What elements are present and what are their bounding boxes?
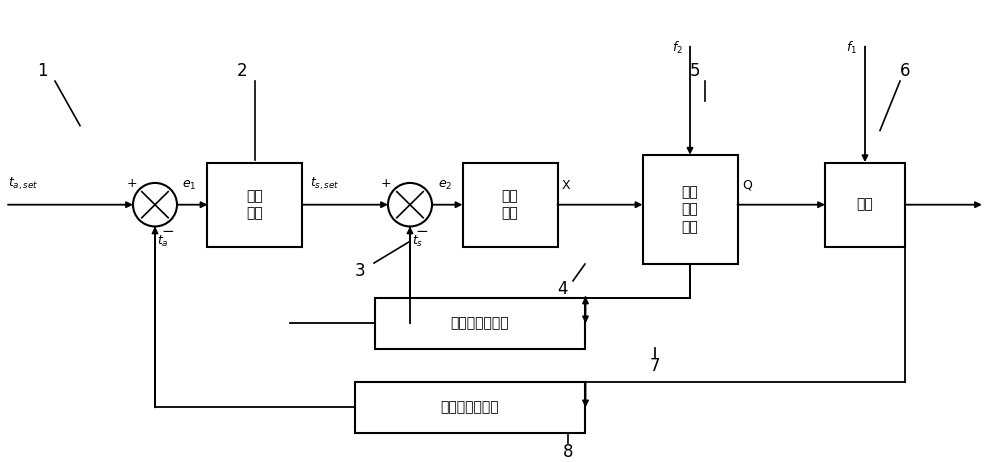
Text: 主调
节器: 主调 节器 [247,189,263,220]
Text: $t_{a}$: $t_{a}$ [157,234,169,249]
Text: $f_2$: $f_2$ [672,40,684,56]
Text: +: + [127,177,137,190]
Text: 6: 6 [900,62,910,80]
Text: 4: 4 [557,280,567,298]
Bar [375,298,585,349]
Text: −: − [162,225,174,239]
Text: Q: Q [742,179,752,192]
Text: 1: 1 [37,62,47,80]
Text: 送风温度传感器: 送风温度传感器 [451,316,509,330]
Text: −: − [416,225,428,239]
Circle shape [133,183,177,226]
Text: X: X [562,179,571,192]
Text: 7: 7 [650,357,660,375]
Text: $t_{a,set}$: $t_{a,set}$ [8,176,38,192]
Bar [207,163,302,247]
Text: 5: 5 [690,62,700,80]
Text: $t_{s,set}$: $t_{s,set}$ [310,176,340,192]
Text: $t_{s}$: $t_{s}$ [412,234,423,249]
Bar [643,155,738,264]
Circle shape [388,183,432,226]
Text: $f_1$: $f_1$ [846,40,858,56]
Text: 室内温度传感器: 室内温度传感器 [441,401,499,414]
Text: 2: 2 [237,62,247,80]
Bar [355,382,585,433]
Text: 房间: 房间 [857,198,873,212]
Text: $e_1$: $e_1$ [182,179,196,192]
Text: 阀门
及表
冷器: 阀门 及表 冷器 [682,185,698,234]
Text: $e_2$: $e_2$ [438,179,452,192]
Text: 副调
节器: 副调 节器 [502,189,518,220]
Bar [462,163,558,247]
Text: +: + [381,177,391,190]
Bar [825,163,905,247]
Text: 8: 8 [563,443,573,461]
Text: 3: 3 [355,262,365,280]
